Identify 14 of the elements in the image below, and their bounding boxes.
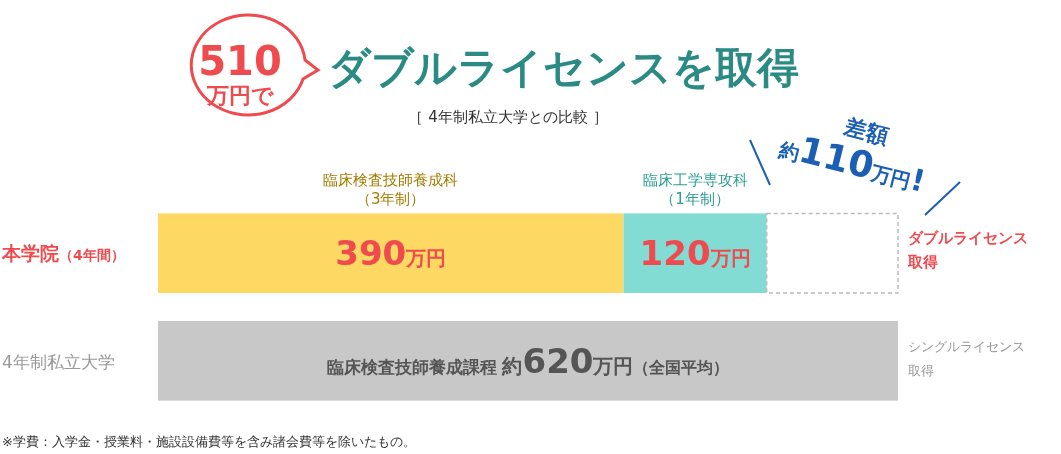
data-label: 臨床検査技師養成課程 約620万円（全国平均）	[326, 340, 730, 381]
chart-title: ダブルライセンスを取得	[328, 43, 799, 92]
chart-subtitle: ［ 4年制私立大学との比較 ］	[408, 108, 608, 126]
text: ダブルライセンス取得	[907, 229, 1028, 272]
text: 差額約110万円!	[776, 113, 929, 199]
data-label: 390万円	[335, 233, 447, 274]
series-label: 臨床検査技師養成科（3年制）	[323, 171, 459, 209]
y-tick-label: 4年制私立大学	[2, 351, 115, 372]
y-tick-label: 本学院（4年間）	[1, 242, 125, 265]
text: シングルライセンス取得	[908, 338, 1025, 378]
data-label: 120万円	[639, 233, 751, 274]
text: ※学費：入学金・授業料・施設設備費等を含み諸会費等を除いたもの。	[2, 434, 416, 449]
text: 510万円で	[198, 38, 282, 108]
series-label: 臨床工学専攻科（1年制）	[642, 171, 748, 209]
